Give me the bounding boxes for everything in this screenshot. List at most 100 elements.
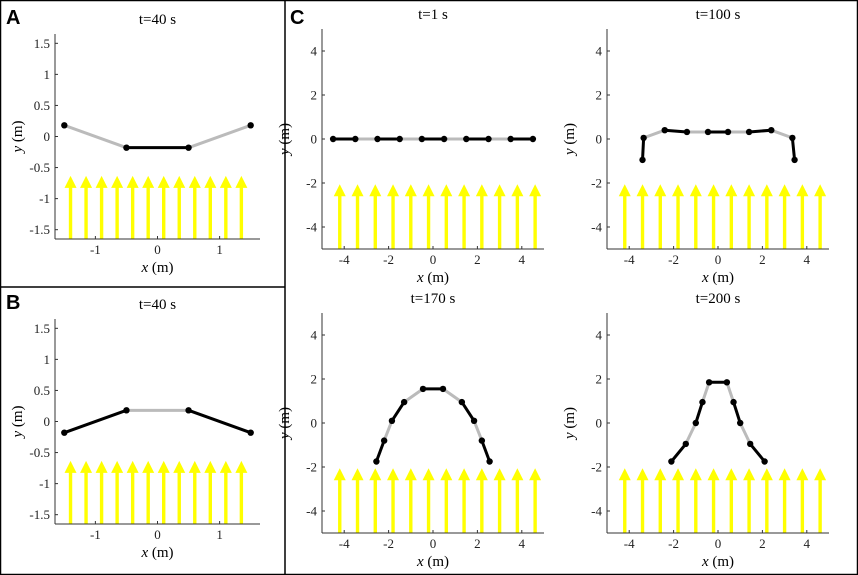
y-tick-label: -4 bbox=[306, 504, 317, 519]
force-arrow-head bbox=[636, 184, 649, 197]
force-arrow-head bbox=[173, 460, 186, 473]
force-arrow-head bbox=[387, 184, 400, 197]
force-arrow bbox=[235, 175, 248, 239]
x-tick-label: 2 bbox=[474, 252, 481, 267]
chain-node bbox=[661, 127, 668, 134]
chart-title: t=40 s bbox=[139, 12, 176, 28]
x-axis-label-unit: (m) bbox=[424, 554, 449, 570]
force-arrow-head bbox=[796, 468, 809, 481]
y-tick-label: -0.5 bbox=[29, 160, 50, 175]
y-tick-label: 1.5 bbox=[34, 321, 50, 336]
force-arrow bbox=[142, 460, 155, 524]
y-tick-label: 0 bbox=[311, 416, 318, 431]
force-arrow-head bbox=[511, 184, 524, 197]
force-arrow bbox=[157, 460, 170, 524]
force-arrow bbox=[387, 468, 400, 533]
y-tick-label: 0 bbox=[44, 129, 51, 144]
force-arrow bbox=[475, 468, 488, 533]
y-tick-label: -4 bbox=[306, 220, 317, 235]
force-arrow-head bbox=[111, 175, 124, 188]
force-arrow bbox=[618, 468, 631, 533]
y-tick-label: -4 bbox=[591, 220, 602, 235]
panel-letter-a: A bbox=[6, 7, 20, 29]
x-axis-label-unit: (m) bbox=[709, 554, 734, 570]
chain-node bbox=[185, 144, 192, 151]
force-arrow-head bbox=[493, 468, 506, 481]
force-arrow bbox=[95, 460, 108, 524]
segment-light bbox=[62, 123, 128, 150]
segment-dark bbox=[641, 136, 646, 162]
chain-node bbox=[723, 379, 731, 386]
segment-dark bbox=[460, 400, 476, 423]
force-arrow bbox=[725, 468, 738, 533]
y-axis-label-unit: (m) bbox=[562, 123, 578, 148]
segment-light bbox=[642, 128, 667, 140]
y-axis-label: y (m) bbox=[562, 407, 578, 441]
chain-node bbox=[373, 458, 380, 465]
force-arrow-head bbox=[493, 184, 506, 197]
force-arrow bbox=[707, 468, 720, 533]
x-tick-label: 2 bbox=[474, 536, 481, 551]
chart-title: t=200 s bbox=[696, 291, 741, 307]
x-tick-label: -2 bbox=[383, 252, 394, 267]
force-arrow-head bbox=[369, 468, 382, 481]
force-arrow-head bbox=[814, 184, 827, 197]
segment-dark bbox=[732, 400, 742, 425]
force-arrow-head bbox=[707, 184, 720, 197]
force-arrow bbox=[369, 184, 382, 249]
segment-dark bbox=[187, 408, 253, 435]
force-arrow-head bbox=[636, 468, 649, 481]
x-tick-label: -4 bbox=[624, 536, 635, 551]
x-tick-label: 1 bbox=[216, 242, 223, 257]
force-arrow-head bbox=[743, 468, 756, 481]
x-tick-label: 2 bbox=[759, 536, 766, 551]
chain-node bbox=[768, 127, 775, 134]
y-tick-label: 0 bbox=[44, 414, 51, 429]
force-arrow-head bbox=[235, 175, 248, 188]
force-arrow-head bbox=[95, 460, 108, 473]
force-arrow bbox=[219, 460, 232, 524]
chain-node bbox=[746, 440, 754, 448]
y-tick-label: -2 bbox=[591, 460, 602, 475]
force-arrow-head bbox=[529, 184, 542, 197]
force-arrow-head bbox=[672, 184, 685, 197]
force-arrow-head bbox=[796, 184, 809, 197]
force-arrow bbox=[458, 468, 471, 533]
y-axis-label-var: y bbox=[562, 432, 578, 441]
force-arrow-head bbox=[725, 468, 738, 481]
force-arrow-head bbox=[475, 184, 488, 197]
force-arrow-head bbox=[219, 460, 232, 473]
chain-node bbox=[699, 398, 706, 406]
force-arrow-head bbox=[157, 460, 170, 473]
segment-dark bbox=[390, 400, 406, 423]
force-arrow-head bbox=[743, 184, 756, 197]
chain-node bbox=[761, 458, 768, 465]
force-arrow-head bbox=[333, 184, 346, 197]
x-tick-label: -4 bbox=[339, 252, 350, 267]
force-arrow-head bbox=[689, 468, 702, 481]
force-arrow bbox=[689, 468, 702, 533]
chain-node bbox=[418, 135, 426, 143]
y-tick-label: 0 bbox=[596, 132, 603, 147]
segment-dark bbox=[669, 442, 688, 463]
force-arrow bbox=[235, 460, 248, 524]
y-tick-label: 2 bbox=[596, 372, 603, 387]
chain-node bbox=[247, 429, 254, 436]
force-arrow-head bbox=[235, 460, 248, 473]
force-arrow-head bbox=[126, 175, 139, 188]
y-tick-label: 4 bbox=[596, 44, 603, 59]
force-arrow bbox=[204, 460, 217, 524]
y-axis-label-unit: (m) bbox=[10, 120, 26, 145]
chain-node bbox=[692, 419, 699, 427]
chain-node bbox=[396, 135, 403, 143]
x-axis-label: x (m) bbox=[140, 545, 173, 561]
chain-node bbox=[380, 437, 388, 444]
force-arrow bbox=[188, 175, 201, 239]
y-tick-label: 4 bbox=[311, 44, 318, 59]
y-tick-label: 0 bbox=[596, 416, 603, 431]
force-arrow bbox=[511, 468, 524, 533]
chain-node bbox=[640, 134, 647, 142]
chain-node bbox=[123, 407, 130, 414]
force-arrow bbox=[689, 184, 702, 249]
y-axis-label-unit: (m) bbox=[562, 407, 578, 432]
